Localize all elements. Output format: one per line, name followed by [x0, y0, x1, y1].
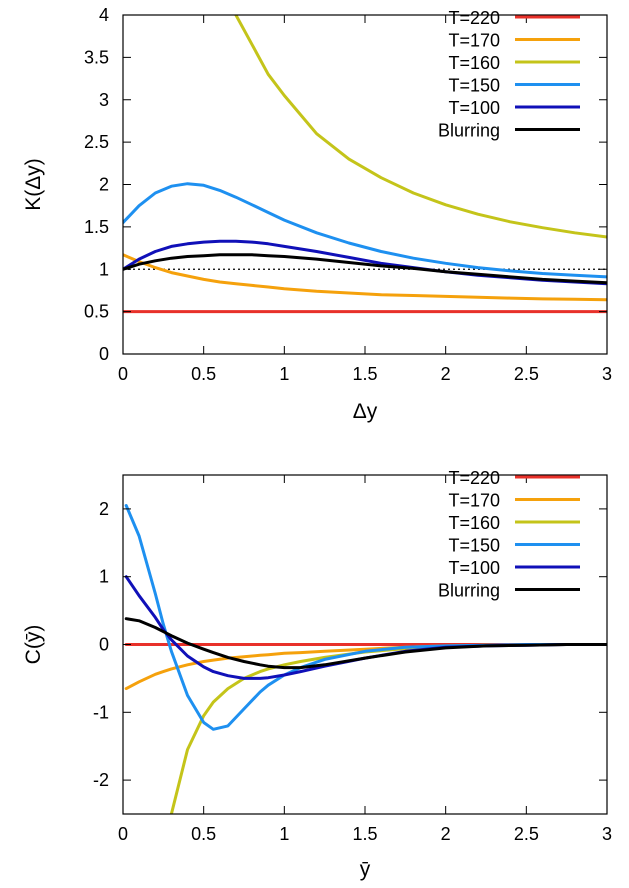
- x-axis-label: Δy: [353, 400, 378, 423]
- x-tick-label: 1: [279, 364, 289, 384]
- y-tick-label: 1.5: [84, 217, 109, 237]
- y-axis-label: K(Δy): [22, 158, 45, 211]
- series-line-blurring: [123, 253, 607, 285]
- y-tick-label: 0.5: [84, 302, 109, 322]
- legend-label: T=100: [448, 98, 500, 118]
- y-tick-label: 2: [99, 175, 109, 195]
- series-line-t-100: [124, 575, 607, 680]
- y-tick-label: -1: [93, 702, 109, 722]
- y-tick-label: 0: [99, 344, 109, 364]
- x-tick-label: 3: [602, 824, 612, 844]
- series-line-t-170: [123, 253, 607, 302]
- series-line-t-150: [123, 182, 607, 279]
- series-group: [124, 504, 607, 814]
- x-tick-label: 2: [441, 364, 451, 384]
- series-group: [123, 15, 607, 314]
- legend-label: T=220: [448, 8, 500, 28]
- x-tick-label: 3: [602, 364, 612, 384]
- x-axis-label: ȳ: [360, 858, 371, 881]
- x-tick-label: 1: [279, 824, 289, 844]
- series-line-t-160: [234, 15, 607, 239]
- x-tick-label: 2.5: [514, 364, 539, 384]
- chart-2: 0 0.5 1 1.5 2 2.5 3 -2 -1 0 1 2 ȳ C(ȳ) T=220 T=170T=160…: [22, 468, 612, 881]
- x-tick-label: 0: [118, 364, 128, 384]
- series-line-t-160: [169, 643, 607, 814]
- legend-label: Blurring: [438, 581, 500, 601]
- y-tick-label: 1: [99, 567, 109, 587]
- legend-label: T=170: [448, 491, 500, 511]
- x-tick-label: 0: [118, 824, 128, 844]
- legend-label: T=150: [448, 76, 500, 96]
- x-tick-label: 1.5: [352, 364, 377, 384]
- y-axis-label: C(ȳ): [22, 625, 45, 665]
- x-tick-label: 2.5: [514, 824, 539, 844]
- y-tick-label: 0: [99, 635, 109, 655]
- x-tick-label: 0.5: [191, 824, 216, 844]
- legend-label: T=160: [448, 513, 500, 533]
- legend-label: T=170: [448, 31, 500, 51]
- y-tick-label: 1: [99, 259, 109, 279]
- y-tick-label: 2: [99, 499, 109, 519]
- legend-label: T=160: [448, 53, 500, 73]
- chart-1: 0 0.5 1 1.5 2 2.5 3 0 0.5 1 1.5 2 2.5 3 3.5 4 Δy K(Δy) T=2…: [22, 5, 612, 423]
- series-line-blurring: [124, 617, 607, 670]
- x-tick-label: 0.5: [191, 364, 216, 384]
- legend-label: T=220: [448, 468, 500, 488]
- y-tick-label: 4: [99, 5, 109, 25]
- y-tick-label: -2: [93, 770, 109, 790]
- legend-label: T=150: [448, 536, 500, 556]
- y-tick-label: 3: [99, 90, 109, 110]
- legend-label: T=100: [448, 558, 500, 578]
- y-tick-label: 3.5: [84, 47, 109, 67]
- legend-label: Blurring: [438, 121, 500, 141]
- series-line-t-150: [124, 504, 607, 731]
- y-tick-label: 2.5: [84, 132, 109, 152]
- x-tick-label: 2: [441, 824, 451, 844]
- x-tick-label: 1.5: [352, 824, 377, 844]
